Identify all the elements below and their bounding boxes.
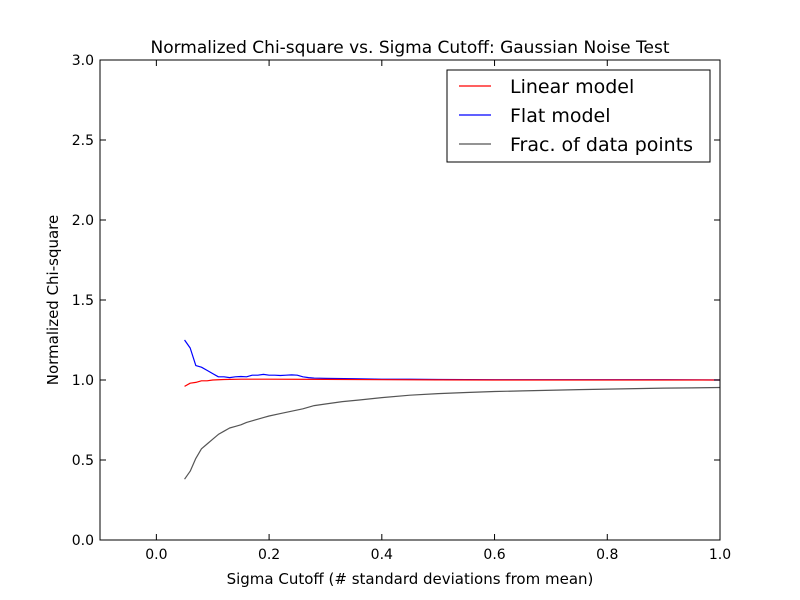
series-line-frac-data-points [184, 386, 720, 480]
series-layer [184, 339, 720, 480]
y-tick-label: 0.5 [72, 453, 94, 469]
y-tick-label: 3.0 [72, 53, 94, 69]
y-tick-label: 2.5 [72, 133, 94, 149]
x-tick-label: 0.8 [596, 547, 618, 563]
legend: Linear model Flat model Frac. of data po… [446, 69, 711, 163]
series-line-linear-model [184, 378, 720, 387]
chart-title: Normalized Chi-square vs. Sigma Cutoff: … [150, 38, 669, 58]
x-tick-label: 0.4 [371, 547, 393, 563]
legend-label-flat-model: Flat model [510, 105, 611, 127]
y-tick-label: 2.0 [72, 213, 94, 229]
y-axis-ticks: 0.0 0.5 1.0 1.5 2.0 2.5 3.0 [72, 53, 720, 549]
x-tick-label: 0.6 [483, 547, 505, 563]
legend-label-frac-data-points: Frac. of data points [510, 134, 693, 156]
x-axis-label: Sigma Cutoff (# standard deviations from… [227, 570, 594, 588]
x-tick-label: 0.2 [258, 547, 280, 563]
legend-label-linear-model: Linear model [510, 76, 634, 98]
y-axis-label: Normalized Chi-square [44, 215, 62, 386]
x-axis-ticks: 0.0 0.2 0.4 0.6 0.8 1.0 [145, 60, 731, 563]
x-tick-label: 0.0 [145, 547, 167, 563]
y-tick-label: 1.0 [72, 373, 94, 389]
y-tick-label: 0.0 [72, 533, 94, 549]
x-tick-label: 1.0 [709, 547, 731, 563]
legend-frame [446, 69, 711, 163]
y-tick-label: 1.5 [72, 293, 94, 309]
